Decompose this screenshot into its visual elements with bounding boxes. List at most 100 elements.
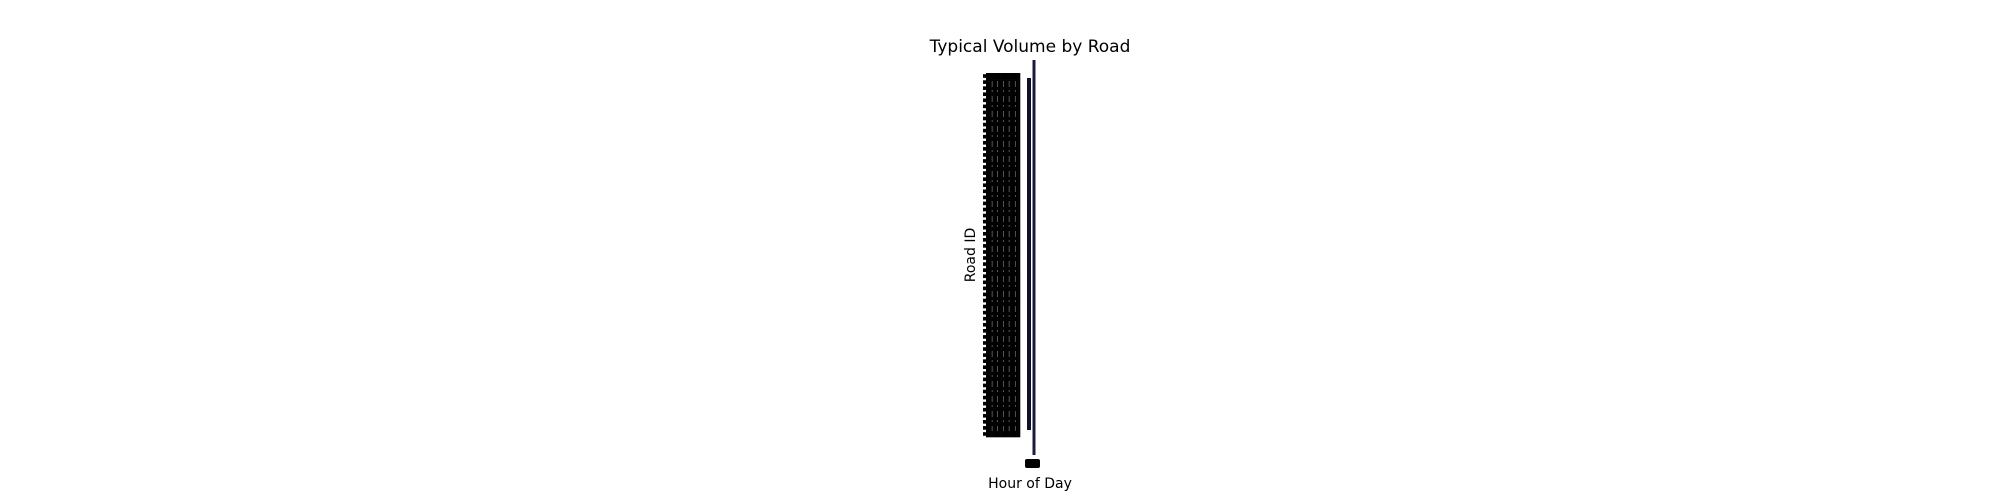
heatmap-cell <box>1001 73 1004 80</box>
heatmap-cell <box>1012 79 1015 86</box>
heatmap-cell <box>990 121 992 128</box>
heatmap-cell <box>1010 333 1012 341</box>
heatmap-cell <box>995 424 998 432</box>
heatmap-cell <box>998 164 1001 171</box>
heatmap-cell <box>987 412 990 420</box>
heatmap-cell <box>1001 285 1004 292</box>
heatmap-cell <box>1010 133 1012 141</box>
heatmap-cell <box>990 430 992 438</box>
heatmap-cell <box>1001 151 1004 159</box>
heatmap-cell <box>1007 333 1009 341</box>
heatmap-cell <box>1001 97 1004 104</box>
heatmap-cell <box>997 261 1000 268</box>
heatmap-cell <box>1008 339 1011 347</box>
heatmap-cell <box>1014 346 1017 353</box>
heatmap-cell <box>1001 212 1004 219</box>
heatmap-cell <box>1012 285 1015 292</box>
heatmap-cell <box>1017 206 1019 213</box>
heatmap-cell <box>1005 255 1008 262</box>
heatmap-cell <box>994 164 997 171</box>
heatmap-cell <box>997 230 1000 238</box>
heatmap-cell <box>986 346 988 353</box>
y-tick-mark <box>983 104 986 109</box>
heatmap-cell <box>1000 206 1002 213</box>
heatmap-cell <box>1004 400 1007 407</box>
heatmap-cell <box>998 297 1001 304</box>
heatmap-cell <box>993 176 995 183</box>
heatmap-cell <box>1008 291 1011 298</box>
heatmap-cell <box>1011 182 1014 189</box>
heatmap-cell <box>1011 388 1014 395</box>
heatmap-cell <box>1001 424 1004 432</box>
heatmap-cell <box>1004 279 1007 286</box>
y-tick-mark <box>983 250 986 254</box>
heatmap-cell <box>1017 333 1019 341</box>
heatmap-cell <box>1010 139 1012 147</box>
heatmap-cell <box>993 412 995 420</box>
heatmap-cell <box>993 200 995 207</box>
heatmap-cell <box>997 121 1000 128</box>
heatmap-cell <box>1011 255 1014 262</box>
heatmap-cell <box>991 273 994 280</box>
heatmap-cell <box>991 236 994 244</box>
heatmap-cell <box>986 255 988 262</box>
heatmap-cell <box>1011 315 1014 323</box>
heatmap-cell <box>997 115 1000 122</box>
heatmap-cell <box>991 267 994 274</box>
heatmap-cell <box>997 297 1000 304</box>
heatmap-cell <box>1011 164 1014 171</box>
y-tick-mark <box>983 86 986 90</box>
heatmap-cell <box>1004 145 1007 153</box>
y-tick-mark <box>983 201 986 206</box>
heatmap-cell <box>1015 376 1018 383</box>
heatmap-cell <box>986 248 988 256</box>
heatmap-cell <box>1011 382 1014 389</box>
heatmap-cell <box>1018 145 1021 153</box>
heatmap-cell <box>1011 212 1014 219</box>
heatmap-cell <box>1000 406 1002 414</box>
heatmap-cell <box>1005 321 1008 329</box>
heatmap-cell <box>995 321 998 329</box>
heatmap-cell <box>991 297 994 304</box>
heatmap-cell <box>986 279 988 286</box>
heatmap-cell <box>1017 273 1019 280</box>
heatmap-cell <box>1003 370 1005 377</box>
heatmap-cell <box>1011 333 1014 341</box>
heatmap-cell <box>1001 157 1004 165</box>
heatmap-cell <box>1015 242 1018 250</box>
heatmap-cell <box>986 430 988 438</box>
heatmap-cell <box>995 121 998 128</box>
heatmap-cell <box>1003 121 1005 128</box>
heatmap-cell <box>997 430 1000 438</box>
heatmap-cell <box>997 176 1000 183</box>
heatmap-cell <box>1018 73 1021 80</box>
y-tick-mark <box>983 316 986 321</box>
heatmap-cell <box>1004 103 1007 110</box>
heatmap-cell <box>998 364 1001 371</box>
heatmap-cell <box>988 206 991 213</box>
heatmap-cell <box>1011 97 1014 104</box>
heatmap-cell <box>994 364 997 371</box>
y-tick-mark <box>983 432 986 436</box>
heatmap-cell <box>987 255 990 262</box>
heatmap-cell <box>1007 145 1009 153</box>
heatmap-cell <box>1018 303 1021 310</box>
heatmap-cell <box>1003 224 1005 232</box>
heatmap-cell <box>1008 327 1011 335</box>
heatmap-cell <box>997 303 1000 310</box>
heatmap-cell <box>986 79 988 86</box>
heatmap-cell <box>991 370 994 377</box>
heatmap-cell <box>1003 176 1005 183</box>
heatmap-cell <box>990 139 992 147</box>
heatmap-cell <box>1005 224 1008 232</box>
heatmap-cell <box>998 376 1001 383</box>
heatmap-cell <box>1017 121 1019 128</box>
heatmap-cell <box>1012 315 1015 323</box>
heatmap-cell <box>988 109 991 116</box>
heatmap-cell <box>993 321 995 329</box>
heatmap-cell <box>1000 412 1002 420</box>
heatmap-cell <box>1005 279 1008 286</box>
heatmap-cell <box>995 376 998 383</box>
heatmap-cell <box>1001 339 1004 347</box>
heatmap-cell <box>994 224 997 232</box>
